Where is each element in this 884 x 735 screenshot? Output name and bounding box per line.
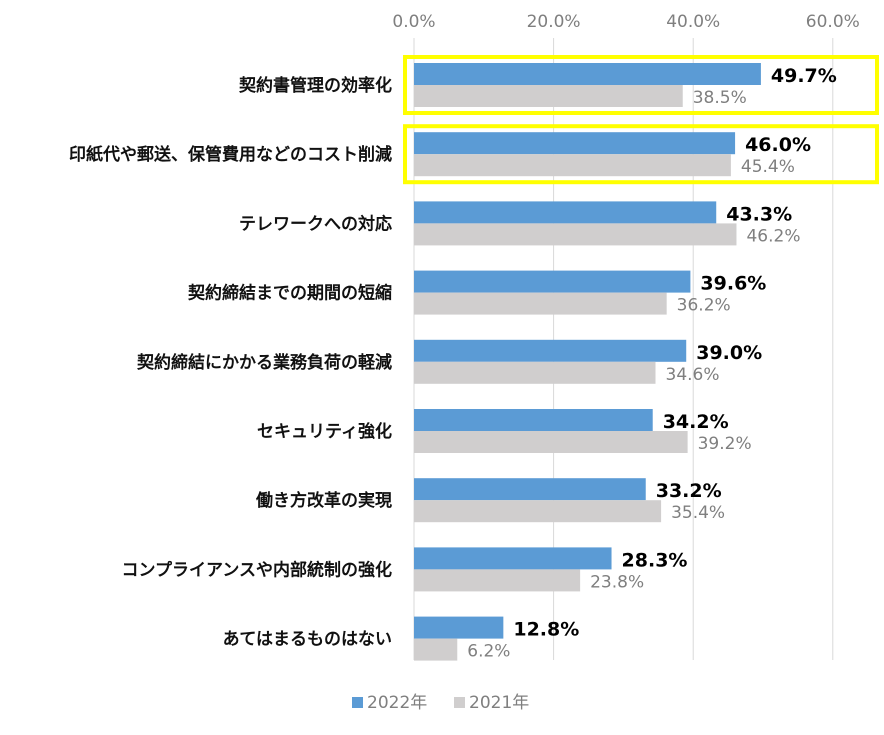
data-label-2022: 28.3% [622,549,688,571]
bar-2021 [414,292,667,315]
legend: 2022年 2021年 [352,693,529,713]
category-label: テレワークへの対応 [239,213,392,234]
bar-2021 [414,361,656,384]
data-label-2022: 39.6% [700,273,766,295]
category-label: 印紙代や郵送、保管費用などのコスト削減 [69,144,392,165]
bar-2021 [414,569,581,592]
bar-2021 [414,431,688,453]
bar-2021 [414,638,458,661]
bar-2021 [414,223,737,246]
bar-2022 [414,339,687,362]
category-label: セキュリティ強化 [257,421,392,442]
bar-2022 [414,616,504,639]
highlight-box [403,55,879,115]
data-label-2022: 34.2% [663,411,729,433]
highlight-boxes [403,55,879,185]
category-label: 契約書管理の効率化 [238,75,392,96]
x-tick-label: 0.0% [392,12,435,32]
bar-2021 [414,500,662,523]
category-label: 契約締結までの期間の短縮 [187,283,392,304]
data-label-2022: 33.2% [656,480,722,502]
data-label-2021: 46.2% [746,226,800,246]
x-tick-label: 20.0% [527,12,581,32]
data-label-2021: 23.8% [590,572,644,592]
bar-2022 [414,201,717,224]
bar-2022 [414,132,736,155]
bars [414,63,761,661]
data-label-2022: 39.0% [696,342,762,364]
category-label: あてはまるものはない [223,630,392,650]
data-label-2021: 35.4% [671,503,725,523]
data-label-2021: 34.6% [666,365,720,385]
bar-2021 [414,85,683,107]
category-label: 契約締結にかかる業務負荷の軽減 [136,352,392,373]
data-label-2021: 6.2% [467,642,510,662]
category-label: 働き方改革の実現 [255,490,392,511]
x-tick-label: 40.0% [666,12,720,32]
highlight-box [403,124,879,185]
bar-2021 [414,154,731,177]
bar-2022 [414,63,761,85]
x-tick-label: 60.0% [806,12,860,32]
legend-swatch-2022 [352,697,363,708]
data-label-2022: 12.8% [513,619,579,641]
legend-label-2021: 2021年 [469,693,529,713]
category-label: コンプライアンスや内部統制の強化 [122,559,392,580]
data-label-2021: 38.5% [693,88,747,108]
labels: 0.0% 20.0% 40.0% 60.0% 契約書管理の効率化 49.7% 38.5% 印紙… [69,12,860,662]
bar-2022 [414,478,646,501]
legend-swatch-2021 [454,697,465,708]
data-label-2022: 49.7% [771,65,837,87]
data-label-2021: 39.2% [698,434,752,454]
data-label-2022: 46.0% [745,134,811,156]
legend-label-2022: 2022年 [367,693,427,713]
bar-2022 [414,547,612,570]
bar-2022 [414,270,691,293]
bar-2022 [414,409,653,431]
data-label-2021: 45.4% [741,157,795,177]
data-label-2022: 43.3% [726,203,792,225]
data-label-2021: 36.2% [677,296,731,316]
